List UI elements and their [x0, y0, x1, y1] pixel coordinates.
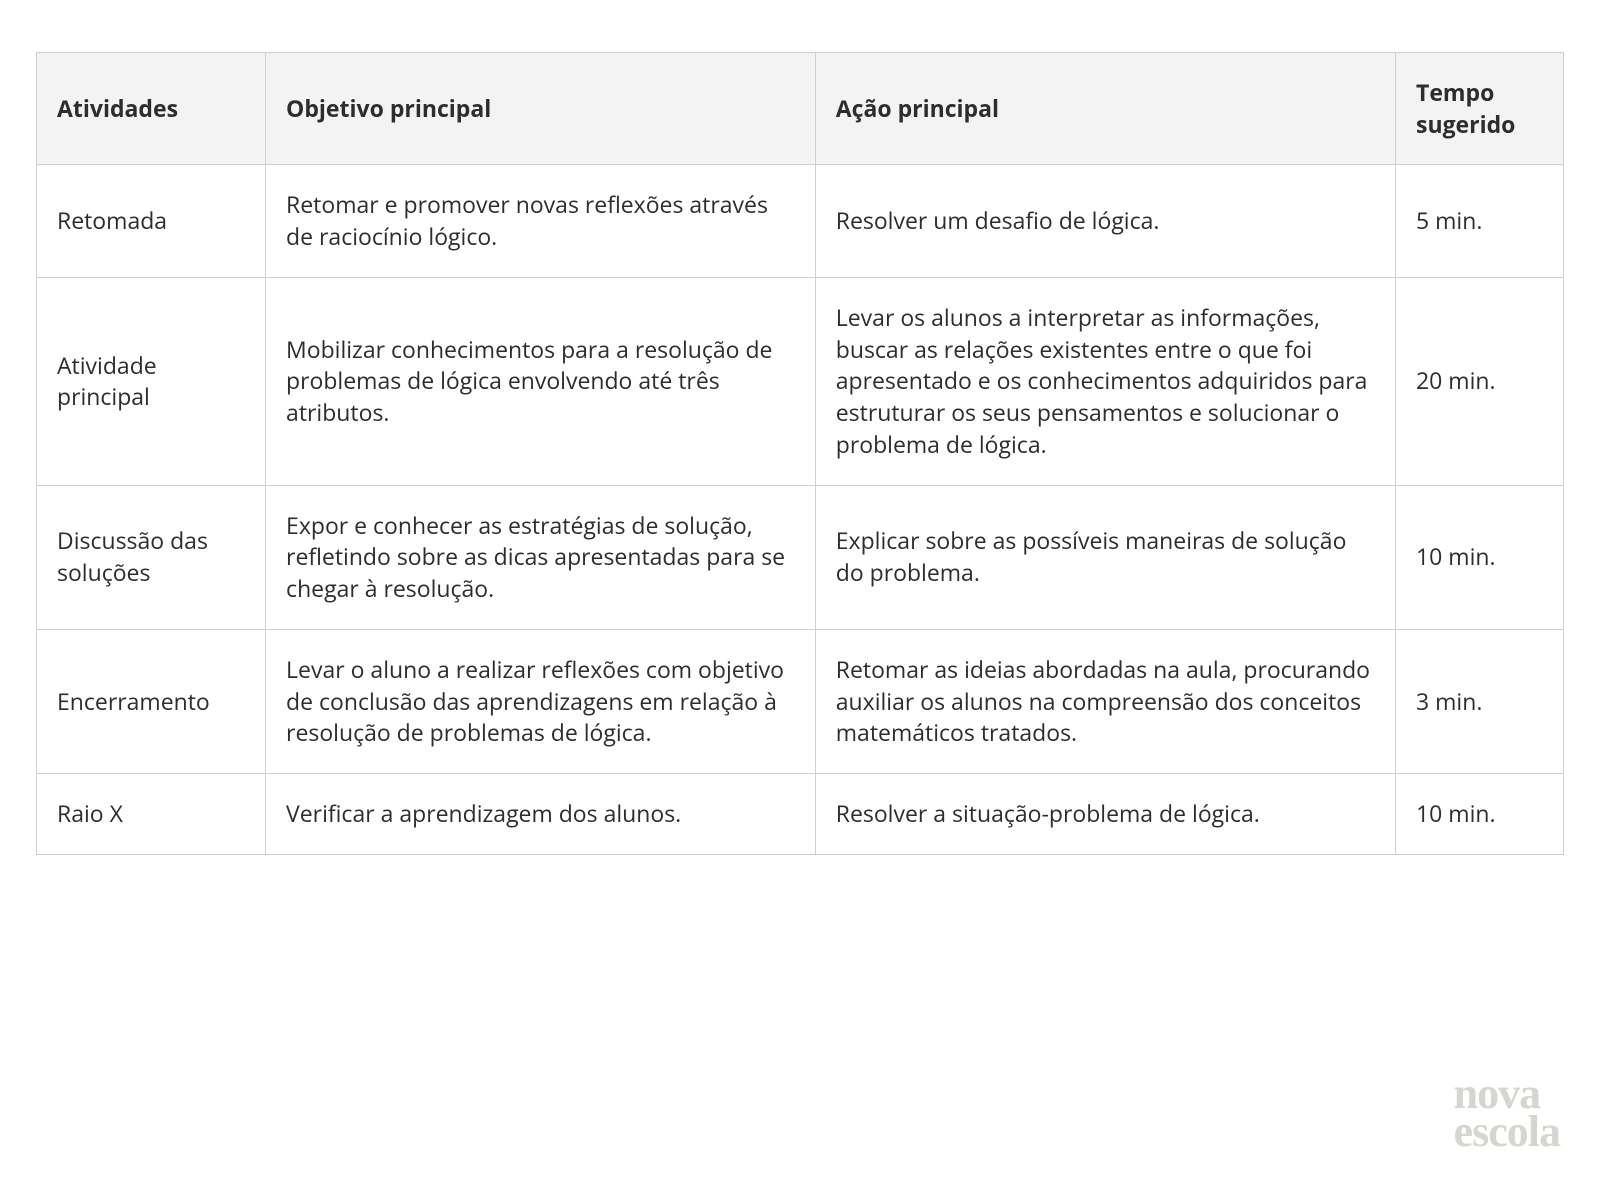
col-header-tempo: Tempo sugerido — [1396, 53, 1564, 165]
cell-objetivo: Expor e conhecer as estratégias de soluç… — [266, 485, 816, 629]
table-row: Encerramento Levar o aluno a realizar re… — [37, 629, 1564, 773]
activities-table: Atividades Objetivo principal Ação princ… — [36, 52, 1564, 855]
logo-line-2: escola — [1454, 1113, 1560, 1152]
cell-acao: Levar os alunos a interpretar as informa… — [815, 277, 1395, 485]
table-row: Raio X Verificar a aprendizagem dos alun… — [37, 774, 1564, 855]
cell-atividade: Retomada — [37, 165, 266, 277]
cell-tempo: 5 min. — [1396, 165, 1564, 277]
cell-acao: Retomar as ideias abordadas na aula, pro… — [815, 629, 1395, 773]
col-header-objetivo: Objetivo principal — [266, 53, 816, 165]
cell-tempo: 10 min. — [1396, 774, 1564, 855]
col-header-acao: Ação principal — [815, 53, 1395, 165]
table-row: Retomada Retomar e promover novas reflex… — [37, 165, 1564, 277]
col-header-atividades: Atividades — [37, 53, 266, 165]
cell-acao: Resolver um desafio de lógica. — [815, 165, 1395, 277]
cell-atividade: Encerramento — [37, 629, 266, 773]
cell-atividade: Discussão das soluções — [37, 485, 266, 629]
cell-tempo: 20 min. — [1396, 277, 1564, 485]
cell-objetivo: Mobilizar conhecimentos para a resolução… — [266, 277, 816, 485]
cell-objetivo: Verificar a aprendizagem dos alunos. — [266, 774, 816, 855]
table-row: Atividade principal Mobilizar conhecimen… — [37, 277, 1564, 485]
nova-escola-logo: nova escola — [1454, 1075, 1560, 1152]
table-header-row: Atividades Objetivo principal Ação princ… — [37, 53, 1564, 165]
cell-tempo: 10 min. — [1396, 485, 1564, 629]
cell-objetivo: Levar o aluno a realizar reflexões com o… — [266, 629, 816, 773]
cell-acao: Resolver a situação-problema de lógica. — [815, 774, 1395, 855]
cell-atividade: Atividade principal — [37, 277, 266, 485]
cell-tempo: 3 min. — [1396, 629, 1564, 773]
cell-objetivo: Retomar e promover novas reflexões atrav… — [266, 165, 816, 277]
cell-acao: Explicar sobre as possíveis maneiras de … — [815, 485, 1395, 629]
cell-atividade: Raio X — [37, 774, 266, 855]
table-row: Discussão das soluções Expor e conhecer … — [37, 485, 1564, 629]
